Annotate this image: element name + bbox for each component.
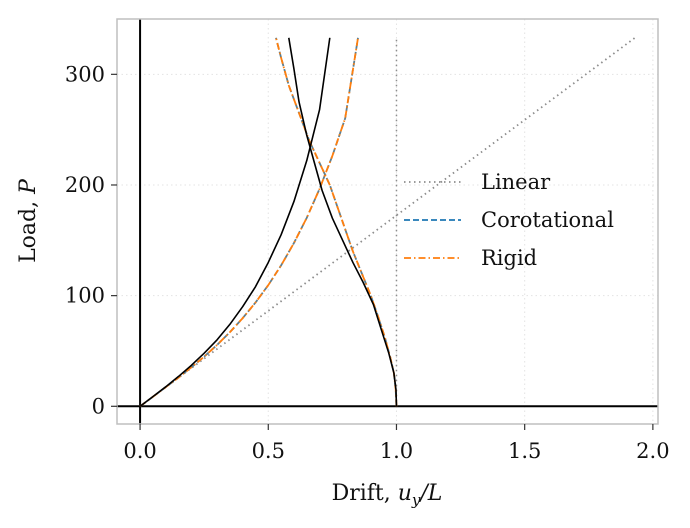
plot-background [117,19,658,424]
y-tick-label: 0 [92,394,105,418]
x-axis-label: Drift, uy/L [332,481,443,509]
x-tick-label: 2.0 [636,439,669,463]
plot-frame [116,18,659,425]
y-axis-label: Load, P [16,178,41,263]
x-tick-label: 1.0 [380,439,413,463]
legend-label: Rigid [481,246,537,270]
y-tick-label: 100 [65,284,105,308]
legend-label: Linear [481,170,551,194]
series-line-6 [288,37,398,407]
x-tick-label: 0.0 [123,439,156,463]
x-tick-label: 0.5 [252,439,285,463]
legend: Linear Corotational Rigid [404,170,614,270]
legend-label: Corotational [481,208,614,232]
ticks: 0.0 0.5 1.0 1.5 2.0 0 100 200 300 [65,62,670,463]
x-tick-label: 1.5 [508,439,541,463]
series-layer [117,19,658,424]
series-line-5 [139,37,331,407]
y-tick-label: 200 [65,173,105,197]
y-tick-label: 300 [65,62,105,86]
